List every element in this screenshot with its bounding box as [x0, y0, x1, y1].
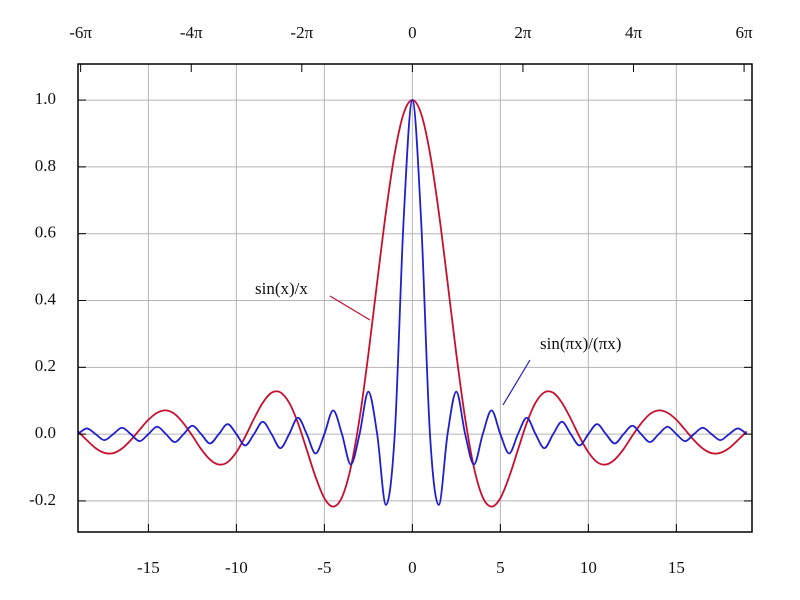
y-tick-label: 0.0: [35, 423, 56, 442]
y-tick-label: 0.6: [35, 223, 56, 242]
x2-tick-label: -4π: [180, 23, 203, 42]
x2-tick-label: 6π: [736, 23, 754, 42]
leader-line: [502, 359, 531, 406]
y-tick-label: 1.0: [35, 89, 56, 108]
x-tick-label: 15: [668, 558, 685, 577]
x2-tick-label: 2π: [514, 23, 532, 42]
curve-label: sin(x)/x: [255, 279, 308, 298]
x2-tick-label: 4π: [625, 23, 643, 42]
x-tick-label: -15: [137, 558, 160, 577]
x-tick-label: 10: [580, 558, 597, 577]
y-tick-label: 0.8: [35, 156, 56, 175]
y-tick-label: -0.2: [29, 490, 56, 509]
x-tick-label: 5: [496, 558, 505, 577]
x2-tick-label: -6π: [69, 23, 92, 42]
x2-tick-label: -2π: [290, 23, 313, 42]
y-tick-label: 0.2: [35, 356, 56, 375]
grid: [78, 64, 752, 532]
curves: [77, 99, 748, 508]
x-tick-label: -5: [317, 558, 331, 577]
x2-tick-label: 0: [408, 23, 417, 42]
plot-frame: [77, 63, 753, 533]
y-tick-label: 0.4: [35, 289, 57, 308]
curve-label: sin(πx)/(πx): [540, 334, 621, 353]
leader-line: [329, 295, 371, 321]
x-tick-label: -10: [225, 558, 248, 577]
x-tick-label: 0: [408, 558, 417, 577]
curve: [77, 99, 748, 506]
